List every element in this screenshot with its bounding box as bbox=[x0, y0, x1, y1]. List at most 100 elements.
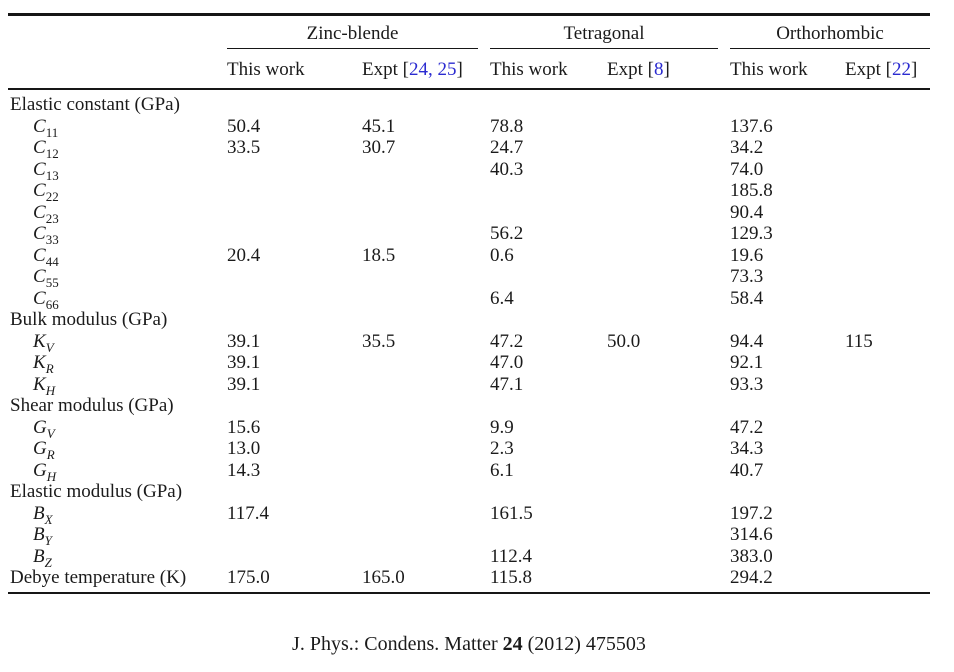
value-cell: 47.2 bbox=[490, 330, 524, 352]
data-row: KR 39.1 47.0 92.1 bbox=[8, 352, 930, 374]
row-label: Bulk modulus (GPa) bbox=[10, 309, 168, 330]
value-cell: 58.4 bbox=[730, 287, 764, 309]
group-label-underline: Tetragonal bbox=[490, 23, 719, 49]
expt-label-suffix: ] bbox=[910, 59, 918, 80]
citation-link-8[interactable]: 8 bbox=[653, 59, 664, 80]
value-cell: 94.4 bbox=[730, 330, 764, 352]
symbol-base: B bbox=[33, 524, 45, 545]
value-cell: 115 bbox=[845, 330, 873, 352]
row-label: KV bbox=[8, 331, 225, 353]
value-cell bbox=[360, 417, 488, 439]
value-cell bbox=[360, 438, 488, 460]
row-label: Elastic modulus (GPa) bbox=[10, 481, 183, 502]
symbol-subscript: Z bbox=[44, 554, 52, 567]
value-cell: 56.2 bbox=[490, 223, 524, 244]
data-row: KH 39.1 47.1 93.3 bbox=[8, 374, 930, 396]
symbol-base: G bbox=[33, 459, 47, 481]
value-cell bbox=[605, 245, 728, 267]
value-cell bbox=[488, 266, 605, 288]
journal-name: J. Phys.: Condens. Matter bbox=[292, 632, 503, 655]
expt-label-suffix: ] bbox=[456, 59, 463, 80]
symbol-subscript: 55 bbox=[45, 274, 59, 288]
value-cell: 78.8 bbox=[490, 115, 524, 137]
value-cell bbox=[360, 202, 488, 224]
expt-label-prefix: Expt [ bbox=[362, 59, 409, 80]
value-cell bbox=[360, 524, 488, 546]
value-cell bbox=[605, 417, 728, 439]
expt-label-prefix: Expt [ bbox=[607, 59, 654, 80]
col-header-tt-expt: Expt [8] bbox=[605, 49, 729, 90]
citation-link-22[interactable]: 22 bbox=[891, 59, 911, 80]
value-cell: 24.7 bbox=[490, 137, 524, 158]
value-cell bbox=[843, 137, 930, 159]
value-cell bbox=[605, 438, 728, 460]
value-cell bbox=[843, 546, 930, 568]
row-label: BZ bbox=[8, 546, 225, 568]
value-cell: 115.8 bbox=[490, 567, 533, 588]
value-cell: 197.2 bbox=[730, 502, 773, 524]
data-row: C11 50.4 45.1 78.8 137.6 bbox=[8, 116, 930, 138]
col-header-zb-this-work: This work bbox=[225, 49, 360, 90]
row-label: C44 bbox=[8, 245, 225, 267]
value-cell bbox=[360, 503, 488, 525]
value-cell bbox=[605, 202, 728, 224]
group-zinc-blende: Zinc-blende bbox=[225, 16, 488, 49]
value-cell: 2.3 bbox=[490, 438, 514, 459]
col-header-tt-this-work: This work bbox=[488, 49, 606, 90]
citation-link-24-25[interactable]: 24, 25 bbox=[408, 59, 457, 80]
col-header-zb-expt: Expt [24, 25] bbox=[360, 49, 489, 90]
symbol-base: C bbox=[33, 201, 46, 223]
symbol-subscript: 66 bbox=[45, 296, 59, 309]
row-label: C23 bbox=[8, 202, 225, 224]
symbol-base: C bbox=[33, 244, 46, 266]
data-row: KV 39.1 35.5 47.2 50.0 94.4 115 bbox=[8, 331, 930, 353]
value-cell bbox=[225, 202, 360, 224]
value-cell: 39.1 bbox=[227, 330, 261, 352]
symbol-base: B bbox=[33, 545, 45, 567]
value-cell bbox=[360, 374, 488, 396]
section-row: Shear modulus (GPa) bbox=[8, 395, 930, 417]
row-label: Shear modulus (GPa) bbox=[10, 395, 174, 416]
data-row: C13 40.3 74.0 bbox=[8, 159, 930, 181]
group-label-underline: Orthorhombic bbox=[730, 23, 931, 49]
value-cell bbox=[843, 288, 930, 310]
symbol-base: K bbox=[33, 373, 46, 395]
value-cell: 74.0 bbox=[730, 158, 764, 180]
data-row: GH 14.3 6.1 40.7 bbox=[8, 460, 930, 482]
value-cell: 35.5 bbox=[362, 330, 396, 352]
data-row: GV 15.6 9.9 47.2 bbox=[8, 417, 930, 439]
value-cell: 34.3 bbox=[730, 438, 764, 459]
value-cell bbox=[843, 374, 930, 396]
row-label: GR bbox=[8, 438, 225, 460]
symbol-subscript: 23 bbox=[45, 210, 59, 223]
row-label: C12 bbox=[8, 137, 225, 159]
value-cell bbox=[360, 266, 488, 288]
symbol-subscript: R bbox=[45, 360, 54, 374]
value-cell bbox=[225, 223, 360, 245]
group-label-underline: Zinc-blende bbox=[227, 23, 479, 49]
data-row: C12 33.5 30.7 24.7 34.2 bbox=[8, 137, 930, 159]
value-cell: 47.2 bbox=[730, 416, 764, 438]
symbol-base: G bbox=[33, 438, 47, 459]
row-label: C66 bbox=[8, 288, 225, 310]
journal-page: Zinc-blende Tetragonal Orthorhombic This… bbox=[8, 13, 931, 655]
symbol-subscript: 13 bbox=[45, 167, 59, 180]
value-cell bbox=[605, 460, 728, 482]
value-cell bbox=[488, 180, 605, 202]
value-cell bbox=[843, 202, 930, 224]
row-label: BX bbox=[8, 503, 225, 525]
value-cell: 40.7 bbox=[730, 459, 764, 481]
value-cell: 73.3 bbox=[730, 266, 764, 287]
value-cell bbox=[605, 503, 728, 525]
value-cell bbox=[605, 567, 728, 592]
data-row: GR 13.0 2.3 34.3 bbox=[8, 438, 930, 460]
value-cell bbox=[843, 460, 930, 482]
value-cell bbox=[488, 202, 605, 224]
data-row: C22 185.8 bbox=[8, 180, 930, 202]
symbol-subscript: 33 bbox=[45, 231, 59, 245]
value-cell: 137.6 bbox=[730, 115, 773, 137]
value-cell: 9.9 bbox=[490, 416, 514, 438]
value-cell bbox=[360, 180, 488, 202]
row-label: C22 bbox=[8, 180, 225, 202]
symbol-subscript: Y bbox=[44, 532, 52, 546]
